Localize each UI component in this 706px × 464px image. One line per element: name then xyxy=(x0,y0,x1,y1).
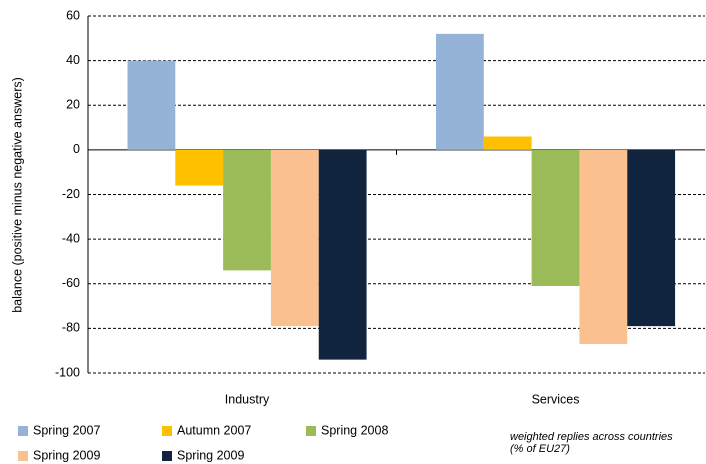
bar xyxy=(531,149,580,286)
bar xyxy=(270,149,319,327)
bar xyxy=(435,33,484,150)
y-tick-label: -100 xyxy=(55,365,80,379)
y-axis-label: balance (positive minus negative answers… xyxy=(10,77,24,313)
annotation: weighted replies across countries xyxy=(510,431,673,443)
legend-label: Autumn 2007 xyxy=(177,423,251,437)
bar xyxy=(318,149,367,360)
y-tick-label: 20 xyxy=(66,98,80,112)
x-tick-label: Services xyxy=(532,392,580,406)
legend-swatch xyxy=(18,426,28,436)
bar xyxy=(579,149,628,344)
bar xyxy=(127,60,176,150)
y-tick-label: -60 xyxy=(62,276,80,290)
legend-swatch xyxy=(162,426,172,436)
y-tick-label: -80 xyxy=(62,321,80,335)
y-tick-label: 60 xyxy=(66,8,80,22)
legend-swatch xyxy=(306,426,316,436)
bar xyxy=(175,149,224,186)
y-tick-label: 0 xyxy=(73,142,80,156)
y-tick-label: -40 xyxy=(62,231,80,245)
bar xyxy=(223,149,271,271)
bar xyxy=(483,136,532,150)
legend-label: Spring 2009 xyxy=(33,448,100,462)
legend-swatch xyxy=(18,451,28,461)
y-tick-label: -20 xyxy=(62,187,80,201)
bar xyxy=(627,149,676,327)
legend-label: Spring 2009 xyxy=(177,448,244,462)
annotation: (% of EU27) xyxy=(510,443,570,455)
legend-swatch xyxy=(162,451,172,461)
legend-label: Spring 2008 xyxy=(321,423,388,437)
x-tick-label: Industry xyxy=(225,392,270,406)
y-tick-label: 40 xyxy=(66,53,80,67)
legend-label: Spring 2007 xyxy=(33,423,100,437)
